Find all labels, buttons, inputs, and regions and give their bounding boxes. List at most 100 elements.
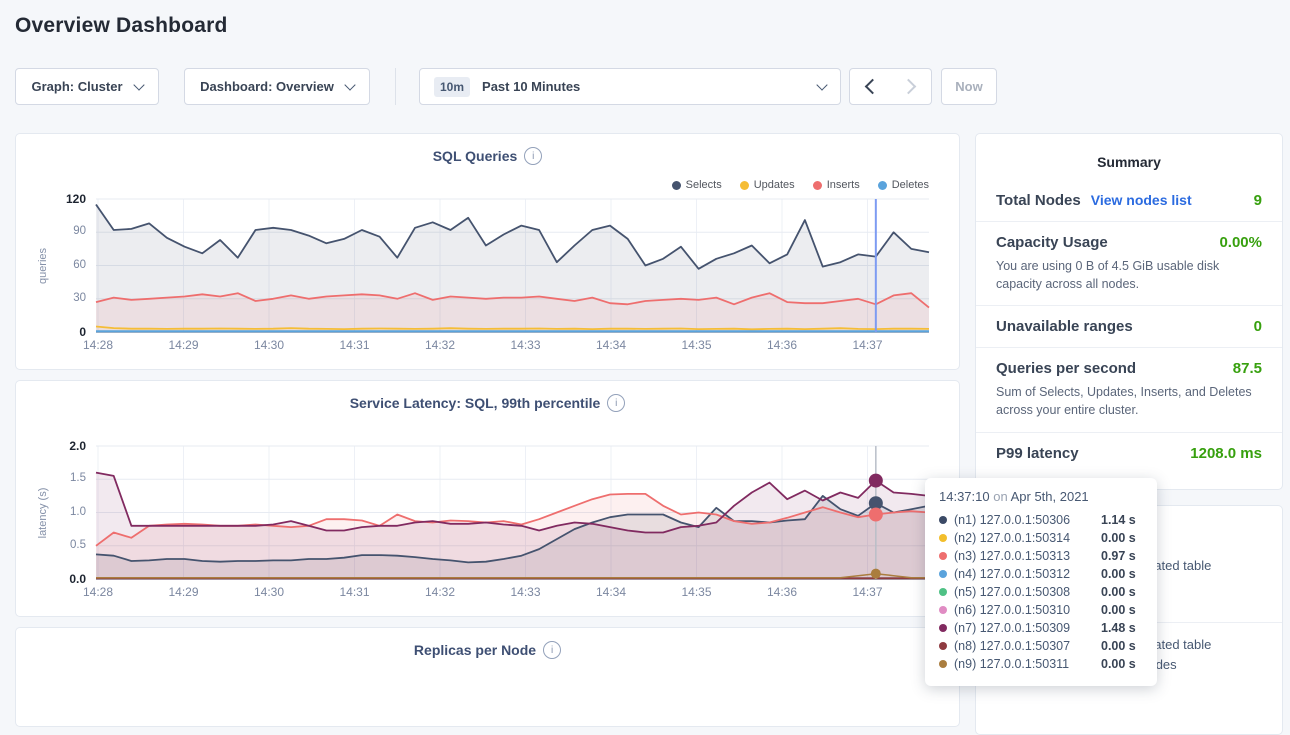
replicas-per-node-chart-card: Replicas per Node i	[15, 627, 960, 727]
tooltip-node-label: (n5) 127.0.0.1:50308	[954, 585, 1071, 599]
tooltip-time: 14:37:10	[939, 489, 990, 504]
service-latency-chart-plot[interactable]: latency (s) 0.0 0.5 1.0 1.5 2.0 14:28 14:29 14:…	[37, 439, 930, 599]
tooltip-node-label: (n1) 127.0.0.1:50306	[954, 513, 1071, 527]
summary-row-queries-per-second: Queries per second 87.5 Sum of Selects, …	[976, 347, 1282, 431]
x-axis-tick: 14:33	[510, 338, 541, 352]
legend-item-inserts[interactable]: Inserts	[812, 179, 860, 191]
tooltip-node-label: (n6) 127.0.0.1:50310	[954, 603, 1071, 617]
x-axis-tick: 14:37	[852, 338, 883, 352]
sql-queries-chart-plot[interactable]: queries 0 30 60 90 120 14:28 14:29 14:30 14:31 14…	[37, 192, 930, 352]
summary-label: Capacity Usage	[996, 234, 1108, 251]
tooltip-node-value: 0.97 s	[1101, 549, 1136, 563]
sql-queries-chart-title: SQL Queries	[432, 148, 518, 164]
summary-value: 0	[1253, 318, 1262, 336]
series-color-dot	[939, 660, 947, 668]
legend-color-dot	[812, 180, 822, 190]
time-prev-button[interactable]	[849, 68, 891, 105]
legend-label: Selects	[685, 179, 722, 191]
series-color-dot	[939, 606, 947, 614]
chart-title-row: SQL Queries i	[16, 147, 959, 165]
tooltip-row: (n8) 127.0.0.1:50307 0.00 s	[939, 637, 1143, 655]
x-axis-tick: 14:30	[253, 338, 285, 352]
legend-color-dot	[877, 180, 887, 190]
tooltip-rows: (n1) 127.0.0.1:50306 1.14 s (n2) 127.0.0.1…	[939, 511, 1143, 673]
chevron-right-icon	[900, 78, 917, 95]
page-title: Overview Dashboard	[15, 14, 228, 37]
legend-color-dot	[739, 180, 749, 190]
time-next-button[interactable]	[890, 68, 932, 105]
legend-item-deletes[interactable]: Deletes	[877, 179, 929, 191]
tooltip-row: (n7) 127.0.0.1:50309 1.48 s	[939, 619, 1143, 637]
summary-description: You are using 0 B of 4.5 GiB usable disk…	[996, 259, 1220, 292]
time-range-badge: 10m	[434, 76, 471, 97]
tooltip-row: (n1) 127.0.0.1:50306 1.14 s	[939, 511, 1143, 529]
x-axis-tick: 14:34	[595, 338, 627, 352]
series-color-dot	[939, 552, 947, 560]
x-axis-tick: 14:36	[766, 585, 798, 599]
y-axis-tick: 0.5	[70, 538, 86, 551]
legend-item-selects[interactable]: Selects	[671, 179, 722, 191]
x-axis-tick: 14:28	[82, 585, 114, 599]
tooltip-row: (n9) 127.0.0.1:50311 0.00 s	[939, 655, 1143, 673]
legend-label: Updates	[753, 179, 795, 191]
time-range-dropdown[interactable]: 10m Past 10 Minutes	[419, 68, 841, 105]
legend-item-updates[interactable]: Updates	[739, 179, 795, 191]
now-button-label: Now	[955, 79, 983, 94]
y-axis-tick: 60	[73, 258, 86, 271]
info-icon[interactable]: i	[607, 394, 626, 412]
x-axis-tick: 14:29	[168, 585, 199, 599]
y-axis-tick: 90	[73, 225, 86, 238]
y-axis-tick: 1.5	[70, 472, 86, 485]
tooltip-node-value: 0.00 s	[1101, 657, 1136, 671]
summary-label: Queries per second	[996, 360, 1137, 378]
chart-title-row: Replicas per Node i	[16, 641, 959, 659]
dashboard-dropdown-label: Dashboard: Overview	[200, 79, 334, 94]
x-axis-tick: 14:33	[510, 585, 541, 599]
info-icon[interactable]: i	[524, 147, 543, 165]
x-axis-tick: 14:31	[339, 338, 370, 352]
summary-row-capacity-usage: Capacity Usage 0.00% You are using 0 B o…	[976, 221, 1282, 305]
controls-divider	[395, 68, 396, 105]
tooltip-node-value: 0.00 s	[1101, 531, 1136, 545]
sql-queries-legend: Selects Updates Inserts Deletes	[671, 179, 929, 191]
tooltip-row: (n5) 127.0.0.1:50308 0.00 s	[939, 583, 1143, 601]
tooltip-node-value: 0.00 s	[1101, 639, 1136, 653]
sql-queries-chart-svg[interactable]	[95, 198, 930, 333]
tooltip-node-label: (n8) 127.0.0.1:50307	[954, 639, 1071, 653]
time-range-label: Past 10 Minutes	[482, 79, 581, 94]
now-button[interactable]: Now	[941, 68, 997, 105]
legend-label: Inserts	[826, 179, 860, 191]
tooltip-on: on	[993, 489, 1008, 504]
series-color-dot	[939, 642, 947, 650]
tooltip-node-label: (n2) 127.0.0.1:50314	[954, 531, 1071, 545]
service-latency-chart-title: Service Latency: SQL, 99th percentile	[349, 395, 601, 411]
summary-value: 87.5	[1232, 360, 1262, 378]
summary-label: Total Nodes	[996, 192, 1081, 209]
y-axis-tick: 2.0	[69, 439, 86, 453]
tooltip-node-label: (n4) 127.0.0.1:50312	[954, 567, 1071, 581]
service-latency-chart-card: Service Latency: SQL, 99th percentile i …	[15, 380, 960, 617]
tooltip-node-label: (n9) 127.0.0.1:50311	[954, 657, 1070, 671]
tooltip-node-value: 1.14 s	[1101, 513, 1136, 527]
x-axis-tick: 14:29	[168, 338, 199, 352]
y-axis-tick: 0	[79, 325, 86, 339]
graph-dropdown[interactable]: Graph: Cluster	[15, 68, 159, 105]
legend-color-dot	[671, 180, 681, 190]
summary-label: Unavailable ranges	[996, 318, 1133, 336]
replicas-per-node-chart-title: Replicas per Node	[413, 642, 537, 658]
summary-value: 1208.0 ms	[1190, 444, 1262, 462]
latency-chart-svg[interactable]	[95, 445, 930, 580]
dashboard-dropdown[interactable]: Dashboard: Overview	[184, 68, 370, 105]
tooltip-row: (n4) 127.0.0.1:50312 0.00 s	[939, 565, 1143, 583]
legend-label: Deletes	[891, 179, 929, 191]
tooltip-date: Apr 5th, 2021	[1010, 489, 1089, 504]
summary-row-unavailable-ranges: Unavailable ranges 0	[976, 305, 1282, 347]
info-icon[interactable]: i	[543, 641, 562, 659]
view-nodes-list-link[interactable]: View nodes list	[1090, 192, 1192, 208]
tooltip-row: (n6) 127.0.0.1:50310 0.00 s	[939, 601, 1143, 619]
summary-title: Summary	[1097, 154, 1161, 170]
sql-queries-chart-card: SQL Queries i Selects Updates Inserts Delet…	[15, 133, 960, 370]
chevron-down-icon	[816, 78, 828, 91]
chart-hover-tooltip: 14:37:10 on Apr 5th, 2021 (n1) 127.0.0.1…	[925, 478, 1157, 686]
y-axis-tick: 0.0	[69, 572, 86, 586]
